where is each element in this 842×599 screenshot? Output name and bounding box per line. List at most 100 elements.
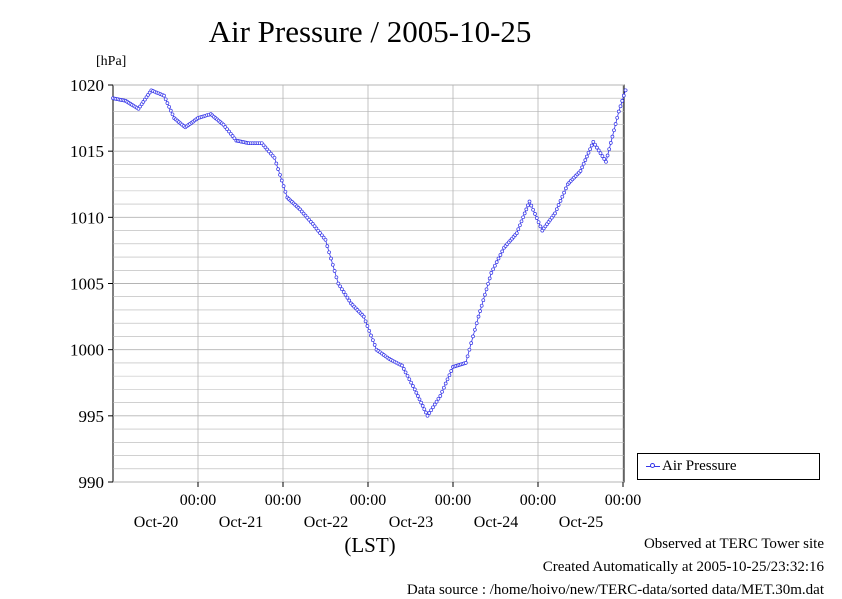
data-point — [478, 309, 482, 313]
data-point — [536, 220, 541, 225]
x-tick-date-label: Oct-20 — [134, 514, 178, 531]
y-tick-label: 1010 — [70, 208, 104, 227]
data-point — [598, 151, 603, 156]
data-point — [227, 129, 231, 134]
data-point — [168, 108, 173, 113]
data-point — [589, 143, 594, 148]
data-point — [431, 405, 435, 410]
data-point — [553, 211, 557, 216]
data-point — [588, 147, 592, 152]
data-point — [534, 216, 539, 220]
data-point — [610, 134, 615, 139]
data-point — [591, 140, 596, 144]
data-point — [533, 212, 537, 216]
y-axis-ticks: 990 995 1000 1005 1010 1015 1020 — [70, 76, 113, 492]
data-point — [409, 380, 413, 385]
data-point — [447, 373, 452, 378]
data-point — [498, 253, 503, 257]
data-point — [623, 88, 628, 93]
data-point — [602, 157, 607, 161]
data-point — [445, 377, 450, 382]
data-point — [170, 112, 175, 117]
data-point — [279, 178, 284, 183]
data-point — [274, 161, 279, 166]
data-point — [494, 260, 499, 264]
series-air-pressure — [111, 88, 628, 418]
data-point — [486, 281, 490, 286]
data-point — [522, 211, 527, 216]
x-tick-date-label: Oct-21 — [219, 514, 263, 531]
y-tick-label: 990 — [79, 473, 105, 492]
data-point — [471, 334, 475, 339]
data-point — [612, 128, 616, 133]
data-point — [518, 223, 522, 228]
data-point — [419, 400, 423, 405]
data-point — [400, 363, 404, 368]
data-point — [340, 287, 344, 292]
data-point — [562, 190, 566, 195]
data-point — [440, 389, 444, 394]
data-point — [405, 373, 410, 378]
data-point — [403, 370, 408, 375]
x-tick-date-label: Oct-22 — [304, 514, 348, 531]
footer-observed: Observed at TERC Tower site — [643, 536, 824, 552]
y-axis-unit: [hPa] — [96, 54, 127, 69]
data-point — [371, 338, 375, 343]
data-point — [401, 367, 406, 371]
x-tick-date-label: Oct-24 — [474, 514, 518, 531]
data-point — [556, 203, 561, 207]
x-tick-date-label: Oct-25 — [559, 514, 603, 531]
data-point — [491, 267, 495, 272]
data-point — [487, 276, 492, 281]
data-point — [484, 287, 489, 292]
data-point — [429, 408, 433, 413]
data-point — [519, 219, 524, 224]
y-tick-label: 1015 — [70, 142, 104, 161]
chart-title: Air Pressure / 2005-10-25 — [208, 14, 532, 49]
data-point — [593, 142, 597, 147]
data-point — [163, 97, 168, 102]
data-point — [412, 387, 417, 392]
data-point — [365, 324, 370, 328]
data-point — [434, 399, 439, 404]
data-point — [596, 148, 601, 153]
data-point — [363, 319, 368, 324]
legend-label-air-pressure: Air Pressure — [662, 458, 737, 474]
data-point — [538, 224, 543, 229]
data-point — [607, 147, 612, 152]
data-point — [578, 169, 583, 173]
data-point — [476, 314, 481, 319]
x-tick-date-label: Oct-23 — [389, 514, 433, 531]
data-point — [367, 328, 372, 333]
data-point — [230, 134, 235, 138]
data-point — [479, 303, 484, 308]
data-point — [585, 154, 589, 159]
data-point — [474, 321, 479, 326]
data-point — [369, 333, 373, 338]
data-point — [516, 227, 521, 232]
data-point — [465, 354, 470, 359]
data-point — [613, 122, 618, 126]
x-tick-time-label: 00:00 — [180, 492, 216, 509]
data-point — [443, 381, 448, 386]
data-point — [436, 396, 441, 401]
data-point — [416, 394, 420, 398]
data-point — [414, 390, 419, 395]
data-point — [407, 377, 412, 382]
data-point — [583, 158, 588, 162]
data-point — [221, 122, 226, 127]
x-axis-ticks: 00:00Oct-2000:00Oct-2100:00Oct-2200:00Oc… — [134, 482, 641, 531]
data-point — [564, 186, 568, 191]
data-point — [558, 199, 563, 203]
data-point — [334, 275, 339, 280]
data-point — [345, 295, 350, 300]
data-point — [232, 136, 237, 141]
data-point — [514, 231, 519, 236]
data-point — [283, 189, 288, 194]
data-point — [425, 413, 430, 418]
data-point — [422, 407, 427, 412]
data-point — [620, 99, 625, 103]
data-point — [531, 207, 535, 212]
legend-point-marker — [650, 463, 655, 468]
data-point — [473, 327, 477, 332]
